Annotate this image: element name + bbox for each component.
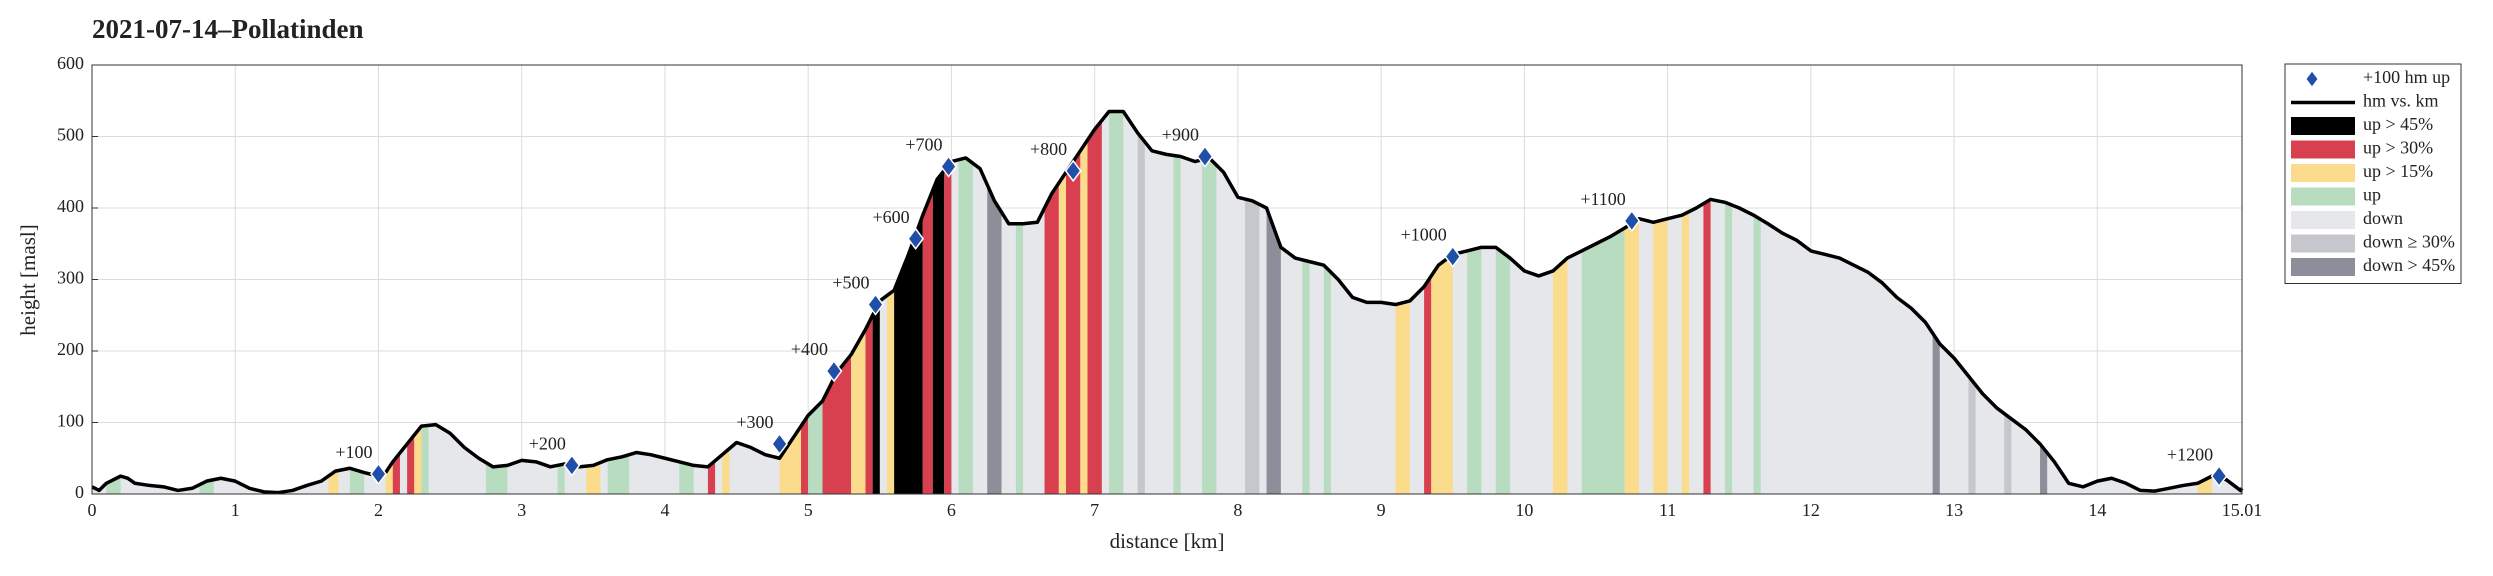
hm-marker-label: +400 (791, 339, 828, 359)
hm-marker (825, 359, 843, 383)
hm-marker-label: +100 (335, 442, 372, 462)
y-tick-label: 400 (57, 196, 84, 216)
hm-marker-label: +300 (736, 412, 773, 432)
legend-swatch (2291, 164, 2355, 182)
gradient-band (1245, 111, 1260, 494)
legend-label: +100 hm up (2363, 67, 2450, 87)
hm-marker (1196, 145, 1214, 168)
y-tick-label: 300 (57, 268, 84, 288)
x-tick-label: 8 (1233, 500, 1242, 520)
hm-marker (563, 454, 581, 477)
legend-label: up > 45% (2363, 114, 2433, 134)
hm-marker (1444, 245, 1462, 268)
hm-marker (2210, 464, 2228, 488)
x-tick-label: 11 (1659, 500, 1676, 520)
legend-label: up > 30% (2363, 138, 2433, 158)
gradient-band (944, 111, 952, 494)
hm-marker (907, 227, 925, 250)
y-axis-label: height [masl] (16, 224, 40, 335)
y-tick-label: 600 (57, 53, 84, 73)
x-tick-label: 10 (1515, 500, 1533, 520)
hm-marker-label: +800 (1030, 139, 1067, 159)
hm-marker-label: +1100 (1580, 189, 1625, 209)
legend-swatch (2291, 117, 2355, 135)
legend-label: up (2363, 185, 2381, 205)
gradient-band (1724, 111, 1733, 494)
gradient-band (1044, 111, 1059, 494)
legend-swatch (2291, 258, 2355, 276)
x-tick-label: 12 (1802, 500, 1820, 520)
legend-label: down > 45% (2363, 255, 2455, 275)
gradient-band (1323, 111, 1332, 494)
plot-frame (91, 64, 2243, 495)
hm-marker (867, 293, 884, 316)
hm-marker-label: +500 (832, 273, 869, 293)
gradient-band (1681, 111, 1690, 494)
legend-swatch (2291, 211, 2355, 229)
gradient-band (1424, 111, 1432, 494)
hm-marker-label: +1200 (2167, 444, 2213, 464)
gradient-band (932, 111, 945, 494)
gradient-band (886, 111, 895, 494)
hm-marker (1623, 209, 1641, 233)
gradient-band (922, 111, 933, 494)
legend-swatch (2291, 140, 2355, 159)
x-tick-label: 1 (231, 500, 240, 520)
legend-marker (2305, 70, 2319, 88)
gradient-band (958, 111, 973, 494)
x-tick-label: 2 (374, 500, 383, 520)
x-tick-label: 7 (1090, 500, 1099, 520)
legend-label: hm vs. km (2363, 91, 2439, 111)
hm-marker (771, 432, 788, 456)
legend-label: up > 15% (2363, 161, 2433, 181)
gradient-band (1173, 111, 1181, 494)
x-tick-label: 13 (1945, 500, 1963, 520)
gradient-band (1202, 111, 1217, 494)
hm-marker-label: +200 (529, 434, 566, 454)
legend-swatch (2291, 234, 2355, 253)
gradient-band (1703, 111, 1711, 494)
legend-swatch (2291, 187, 2355, 206)
x-tick-label: 3 (517, 500, 526, 520)
y-tick-label: 100 (57, 411, 84, 431)
gradient-band (1058, 111, 1067, 494)
x-tick-label: 6 (947, 500, 956, 520)
legend-label: down ≥ 30% (2363, 232, 2455, 252)
y-tick-label: 200 (57, 339, 84, 359)
y-tick-label: 500 (57, 125, 84, 145)
gradient-band (1015, 111, 1024, 494)
gradient-band (1753, 111, 1761, 494)
hm-marker-label: +900 (1162, 125, 1199, 145)
hm-marker (370, 462, 387, 486)
y-tick-label: 0 (75, 482, 84, 502)
x-axis-label: distance [km] (1110, 529, 1225, 553)
x-tick-label: 5 (804, 500, 813, 520)
gradient-band (1087, 111, 1102, 494)
x-tick-label: 14 (2088, 500, 2106, 520)
x-tick-label: 4 (660, 500, 669, 520)
hm-marker (1064, 159, 1082, 183)
x-tick-label: 0 (88, 500, 97, 520)
profile-line (91, 109, 2244, 495)
gradient-band (1066, 111, 1081, 494)
gradient-band (1302, 111, 1310, 494)
gradient-band (1137, 111, 1145, 494)
hm-marker (940, 155, 957, 178)
hm-marker-label: +1000 (1401, 225, 1447, 245)
x-tick-label: 15.01 (2222, 500, 2263, 520)
gradient-band (1080, 111, 1088, 494)
legend-label: down (2363, 208, 2403, 228)
hm-marker-label: +700 (905, 135, 942, 155)
chart-title: 2021-07-14–Pollatinden (92, 14, 364, 44)
x-tick-label: 9 (1377, 500, 1386, 520)
hm-marker-label: +600 (872, 207, 909, 227)
gradient-band (1108, 111, 1124, 494)
